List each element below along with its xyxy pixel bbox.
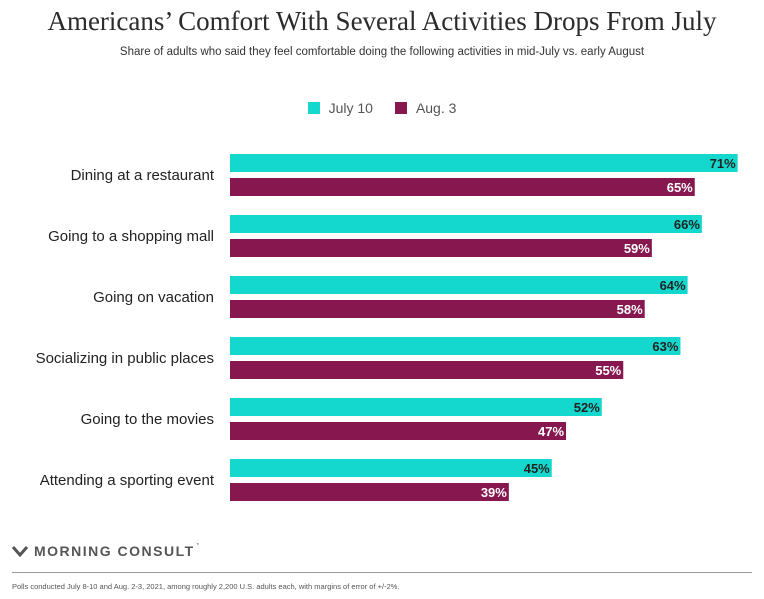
legend-item-august: Aug. 3 <box>394 100 457 116</box>
data-label: 64% <box>660 278 686 293</box>
data-label: 55% <box>595 363 621 378</box>
category-label: Socializing in public places <box>36 350 214 367</box>
data-label: 65% <box>667 180 693 195</box>
bar-august <box>230 300 645 318</box>
bar-august <box>230 178 695 196</box>
legend-label-july: July 10 <box>328 100 373 116</box>
bar-july <box>230 154 738 172</box>
data-label: 58% <box>617 302 643 317</box>
legend-item-july: July 10 <box>307 100 373 116</box>
bar-july <box>230 398 602 416</box>
brand-name: MORNING CONSULT <box>34 543 195 559</box>
legend-swatch-august <box>394 102 407 114</box>
data-label: 66% <box>674 217 700 232</box>
legend-label-august: Aug. 3 <box>415 100 457 116</box>
brand-mark: ’ <box>196 541 199 553</box>
brand-logo: MORNING CONSULT’ <box>12 541 199 559</box>
data-label: 52% <box>574 400 600 415</box>
data-label: 71% <box>710 156 736 171</box>
bar-july <box>230 459 552 477</box>
bar-july <box>230 276 688 294</box>
data-label: 45% <box>524 461 550 476</box>
legend-swatch-july <box>307 102 320 114</box>
bar-august <box>230 361 624 379</box>
category-label: Attending a sporting event <box>40 472 215 489</box>
data-label: 63% <box>652 339 678 354</box>
morning-consult-logo-icon <box>12 546 28 557</box>
bar-august <box>230 239 652 257</box>
bar-august <box>230 422 567 440</box>
bar-august <box>230 483 509 501</box>
chart-subtitle: Share of adults who said they feel comfo… <box>119 46 645 58</box>
category-label: Going on vacation <box>93 289 214 306</box>
category-label: Going to a shopping mall <box>48 228 214 245</box>
category-label: Going to the movies <box>81 411 214 428</box>
chart-title: Americans’ Comfort With Several Activiti… <box>47 6 717 36</box>
footnote: Polls conducted July 8-10 and Aug. 2-3, … <box>12 582 400 591</box>
data-label: 39% <box>481 485 507 500</box>
bar-chart: Dining at a restaurant 71% 65% Going to a s… <box>36 154 738 501</box>
bar-july <box>230 337 681 355</box>
data-label: 59% <box>624 241 650 256</box>
data-label: 47% <box>538 424 564 439</box>
bar-july <box>230 215 702 233</box>
legend: July 10 Aug. 3 <box>0 100 764 116</box>
footer-divider <box>12 572 752 573</box>
category-label: Dining at a restaurant <box>71 167 215 184</box>
